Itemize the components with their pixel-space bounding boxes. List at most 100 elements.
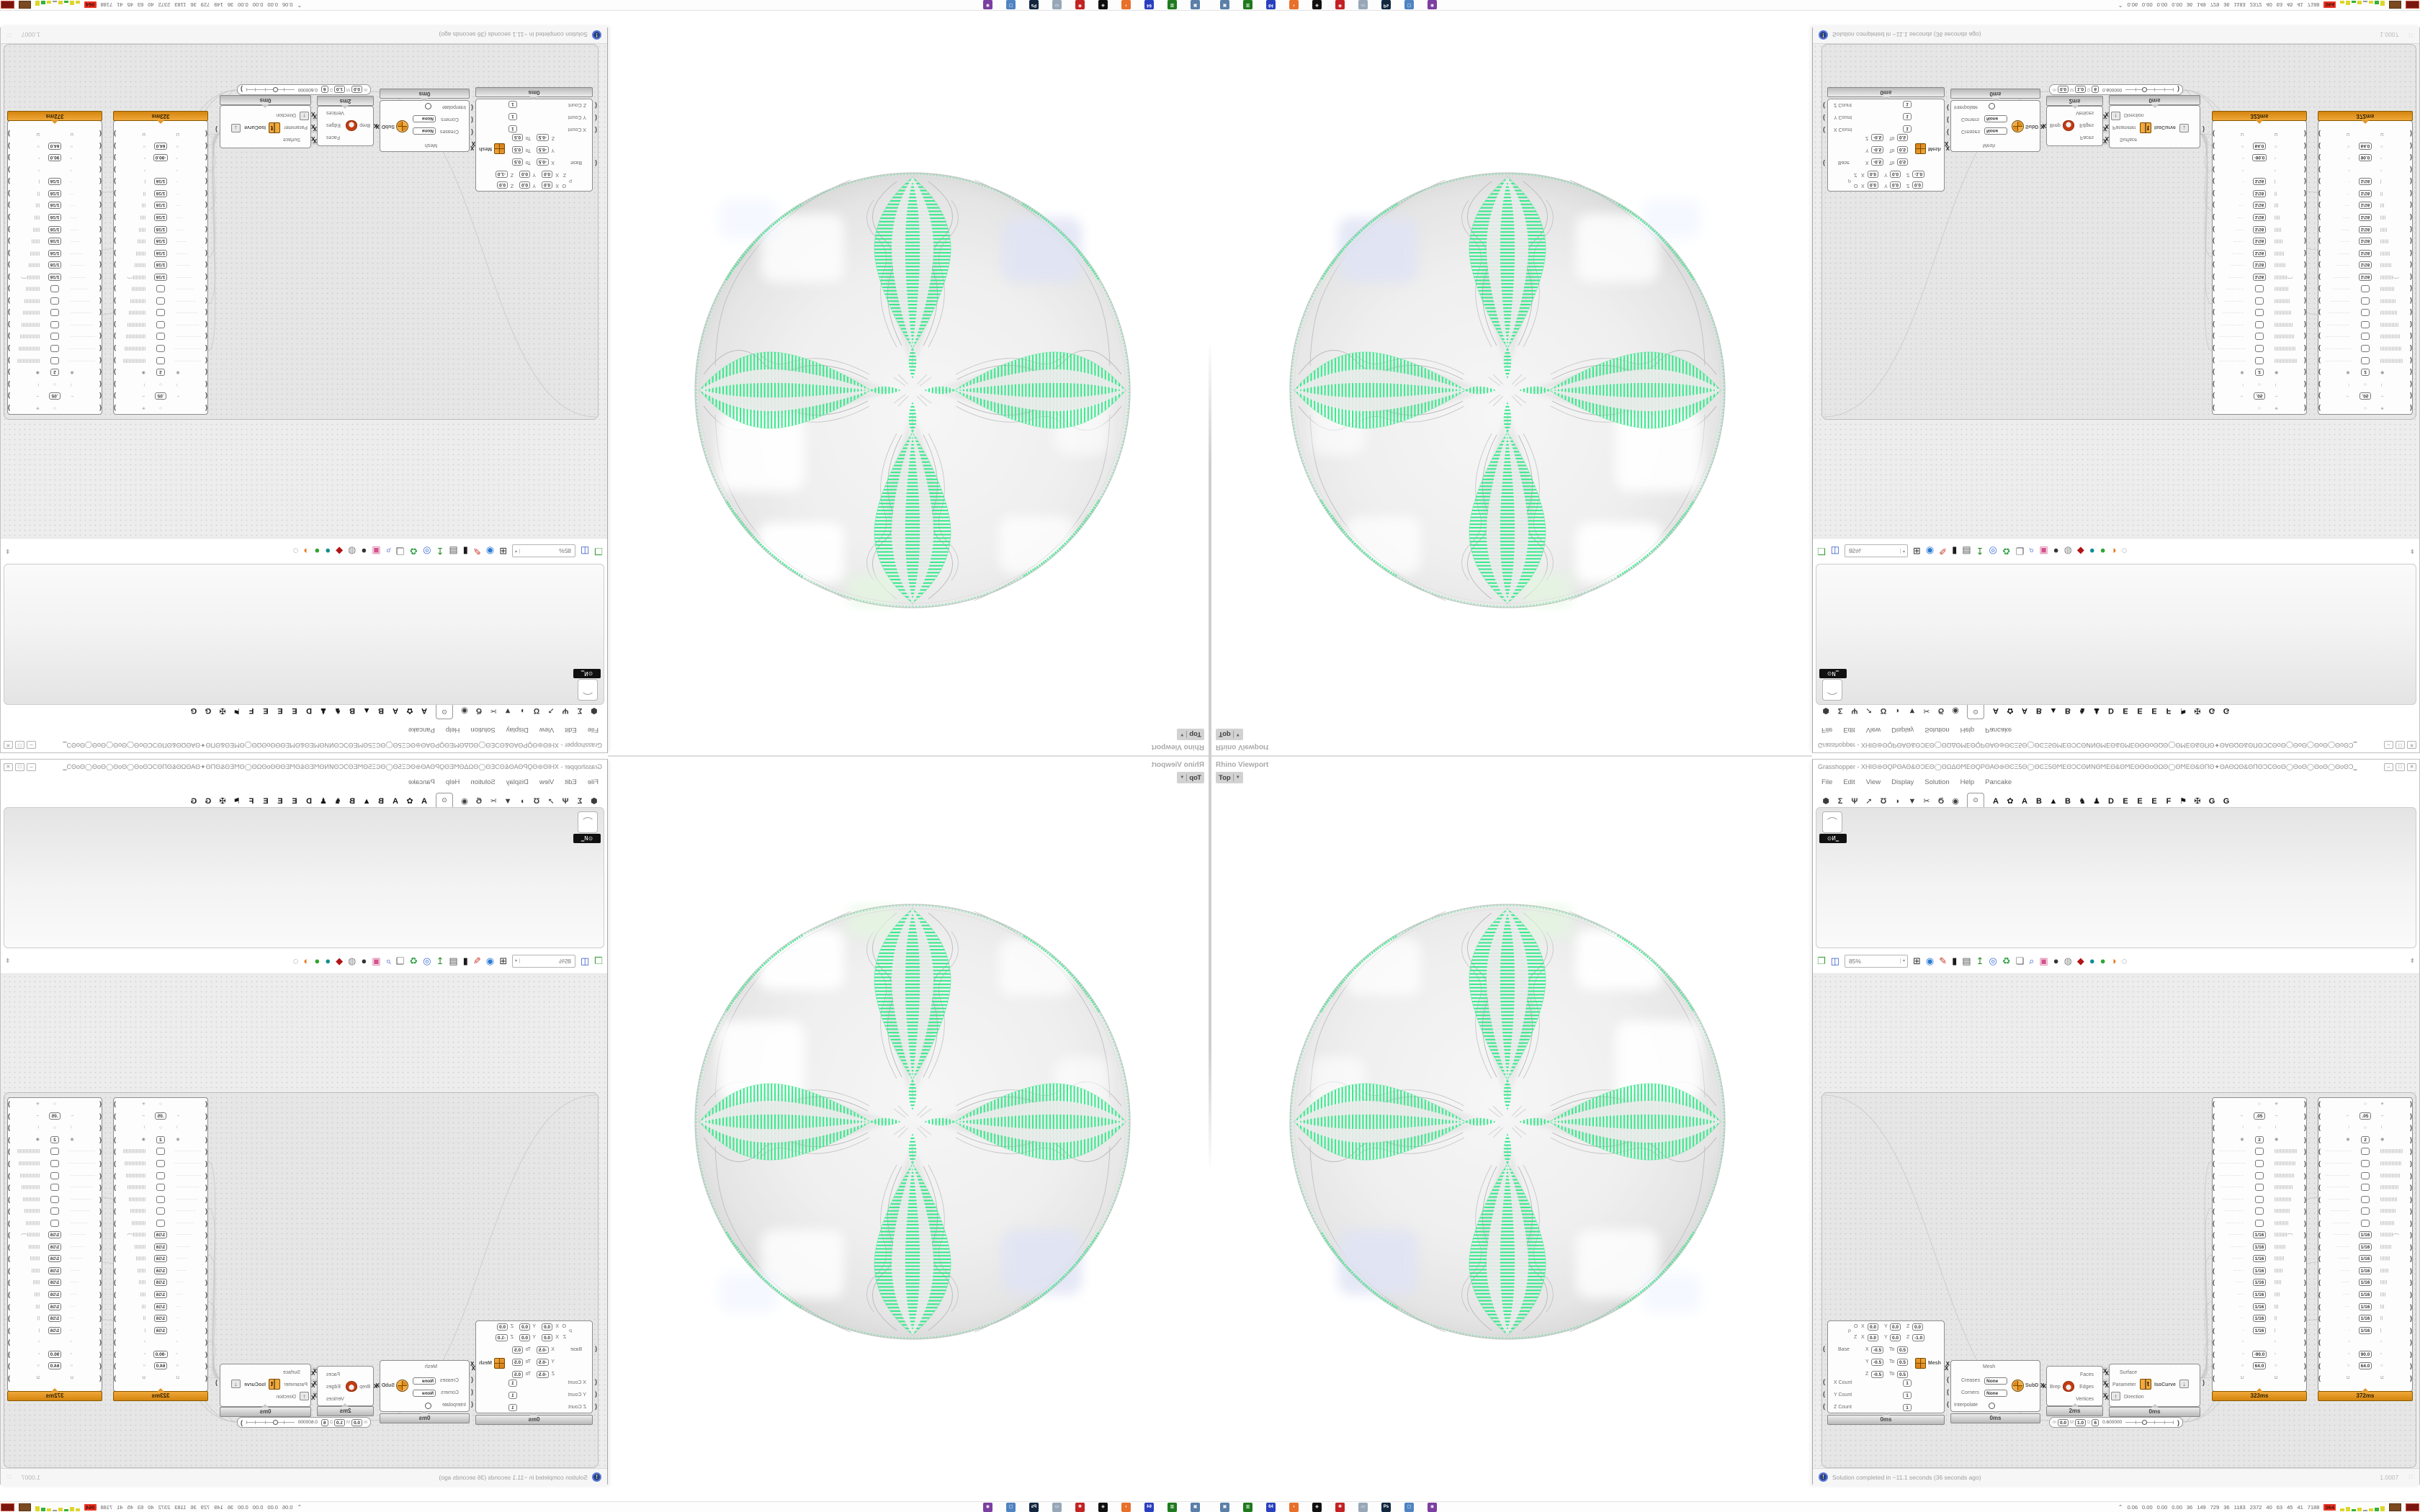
value-box[interactable]: 1 [1903, 1380, 1912, 1387]
expression-stack-a[interactable]: (ˆ ○ ✳) (⇔ .05 ⇔) (↕ ○ ↕) (◉ 2 ◉) (················ … [113, 120, 208, 415]
taskbar-app-file-manager[interactable]: ▭ [1358, 1502, 1368, 1512]
slider-max[interactable]: 1.0 [2075, 1418, 2087, 1426]
save-file-icon[interactable]: ◫ [1830, 546, 1839, 557]
wire-connector[interactable]: X [2103, 113, 2107, 120]
menu-file[interactable]: File [587, 778, 599, 786]
menu-pancake[interactable]: Pancake [1985, 778, 2012, 786]
camera-blue-icon[interactable]: ◎ [423, 955, 431, 966]
remote-tree-icon[interactable]: ↥ [436, 955, 444, 966]
taskbar-app-floppy-64[interactable]: 64 [1266, 1502, 1276, 1512]
maximize-button[interactable]: □ [2396, 741, 2405, 750]
value-box[interactable]: 0.5 [1897, 134, 1909, 141]
taskbar-app-disk-utility[interactable]: ▥ [1243, 1502, 1252, 1512]
tab-icon-6[interactable]: ▼ [503, 797, 512, 806]
tab-letter-12[interactable]: F [2166, 797, 2172, 806]
tab-active[interactable]: ⊙ [436, 793, 453, 807]
tab-letter-4[interactable]: ▲ [2049, 706, 2058, 715]
tab-letter-0[interactable]: A [421, 797, 427, 806]
tab-letter-5[interactable]: B [2065, 797, 2071, 806]
tab-icon-7[interactable]: ✂ [490, 706, 497, 715]
pink-box-icon[interactable]: ▣ [2039, 546, 2048, 557]
chevron-down-icon[interactable]: ▾ [513, 958, 521, 963]
slider-digits[interactable]: 6 [2092, 1418, 2099, 1426]
taskbar-app-disk-utility[interactable]: ▥ [1243, 0, 1252, 10]
taskbar-app-floppy-64[interactable]: 64 [1144, 1502, 1154, 1512]
value-box[interactable]: 0.5 [1897, 1371, 1909, 1378]
minimize-button[interactable]: – [27, 762, 36, 771]
slider-min[interactable]: 0.0 [351, 86, 362, 94]
zoom-extents-icon[interactable]: ⊞ [1912, 955, 1921, 966]
value-box[interactable]: 0.5 [511, 158, 523, 166]
tab-icon-1[interactable]: Σ [577, 797, 583, 806]
tab-letter-0[interactable]: A [421, 706, 427, 715]
value-box[interactable]: 0.0 [496, 181, 508, 189]
tab-letter-12[interactable]: F [248, 797, 254, 806]
tab-icon-2[interactable]: Ψ [562, 706, 569, 715]
menu-file[interactable]: File [587, 726, 599, 734]
tab-letter-7[interactable]: ♟ [320, 706, 327, 715]
exposure-icon[interactable]: ▮ [462, 955, 468, 966]
expression-stack-a[interactable]: (ˆ ○ ✳) (⇔ .05 ⇔) (↕ ○ ↕) (◉ 2 ◉) (················ … [2212, 120, 2307, 415]
tab-letter-1[interactable]: ✿ [2007, 797, 2014, 806]
wire-connector[interactable]: X [1945, 1365, 1949, 1372]
tab-active[interactable]: ⊙ [436, 705, 453, 719]
tab-icon-6[interactable]: ▼ [503, 706, 512, 715]
resize-grip[interactable]: ∷ [2408, 32, 2414, 39]
direction-up-icon[interactable]: ↑ [2111, 112, 2120, 120]
tab-letter-8[interactable]: D [2108, 797, 2114, 806]
preview-eye-icon[interactable]: ◉ [485, 955, 495, 966]
tab-letter-7[interactable]: ♟ [2093, 706, 2100, 715]
rhino-viewport[interactable]: Rhino Viewport Top ▼ [606, 10, 1210, 756]
taskbar-app-floppy-64[interactable]: 64 [1144, 0, 1154, 10]
value-box[interactable]: 0.0 [519, 171, 530, 178]
taskbar-app-media-purple[interactable]: ◉ [983, 1502, 992, 1512]
slider-knob[interactable] [273, 87, 279, 93]
tab-icon-3[interactable]: ➚ [1865, 706, 1873, 715]
dark-sphere-icon[interactable]: ● [361, 955, 367, 966]
wire-connector[interactable]: X [313, 1380, 317, 1387]
menu-display[interactable]: Display [506, 726, 529, 734]
wire-connector[interactable]: X [471, 1365, 475, 1372]
taskbar-app-screenshot-tool[interactable]: ▣ [1191, 0, 1200, 10]
wire-connector[interactable]: X [2105, 1382, 2109, 1389]
selection-circle-icon[interactable]: ◌ [2121, 546, 2128, 557]
tab-icon-8[interactable]: Ϭ [1937, 706, 1945, 715]
recent-component-tile[interactable]: ⌒ [1822, 679, 1842, 701]
tab-letter-9[interactable]: E [292, 706, 297, 715]
taskbar-app-screenshot-tool[interactable]: ▣ [1220, 0, 1229, 10]
value-box[interactable]: -0.5 [536, 158, 549, 166]
chevron-down-icon[interactable]: ▾ [513, 549, 521, 554]
value-box[interactable]: None [413, 115, 436, 122]
tab-letter-9[interactable]: E [2123, 706, 2128, 715]
taskbar-app-photoshop[interactable]: Ps [1381, 0, 1391, 10]
taskbar-app-disk-utility[interactable]: ▥ [1168, 0, 1177, 10]
tab-icon-9[interactable]: ◉ [461, 706, 468, 715]
value-box[interactable]: 0.5 [511, 146, 523, 153]
maximize-button[interactable]: □ [15, 741, 24, 750]
taskbar-app-firefox[interactable]: ◗ [1289, 1502, 1299, 1512]
tab-icon-1[interactable]: Σ [577, 706, 583, 715]
expression-stack-a[interactable]: (ˆ ○ ✳) (⇔ .05 ⇔) (↕ ○ ↕) (◉ 2 ◉) (················ … [2212, 1097, 2307, 1392]
menu-help[interactable]: Help [1960, 726, 1975, 734]
ring-sphere-icon[interactable]: ◍ [2063, 955, 2072, 966]
value-box[interactable]: None [1984, 127, 2007, 135]
value-box[interactable]: 0.0 [1868, 1323, 1879, 1331]
tab-letter-6[interactable]: ♞ [334, 706, 341, 715]
taskbar-app-inkscape[interactable]: ◈ [1098, 1502, 1108, 1512]
doc-flag-icon[interactable]: ❏ [2015, 546, 2025, 557]
wire-connector[interactable]: X [313, 1392, 317, 1399]
wire-connector[interactable]: X [1945, 140, 1949, 147]
red-gem-icon[interactable]: ◆ [2076, 955, 2084, 966]
zoom-combobox[interactable]: 85% ▾ [512, 544, 576, 558]
open-file-icon[interactable]: ❐ [1817, 546, 1826, 557]
tab-letter-1[interactable]: ✿ [406, 706, 413, 715]
expression-stack-b[interactable]: (ˆ ○ ✳) (⇔ .05 ⇔) (↕ ○ ↕) (◉ 2 ◉) (················ … [7, 1097, 102, 1392]
tab-icon-4[interactable]: Ʊ [533, 797, 540, 806]
value-box[interactable]: None [1984, 1390, 2007, 1397]
tab-letter-4[interactable]: ▲ [2049, 797, 2058, 806]
subd-component[interactable]: X Mesh ( Creases None ( Corners None ( I… [1945, 1360, 2046, 1412]
red-gem-icon[interactable]: ◆ [336, 546, 344, 557]
isocurve-component[interactable]: X Surface X Parameter t IsoCurve ↓ ) X ↑… [215, 105, 317, 148]
slider-max[interactable]: 1.0 [2075, 86, 2087, 94]
tab-letter-11[interactable]: E [263, 706, 269, 715]
